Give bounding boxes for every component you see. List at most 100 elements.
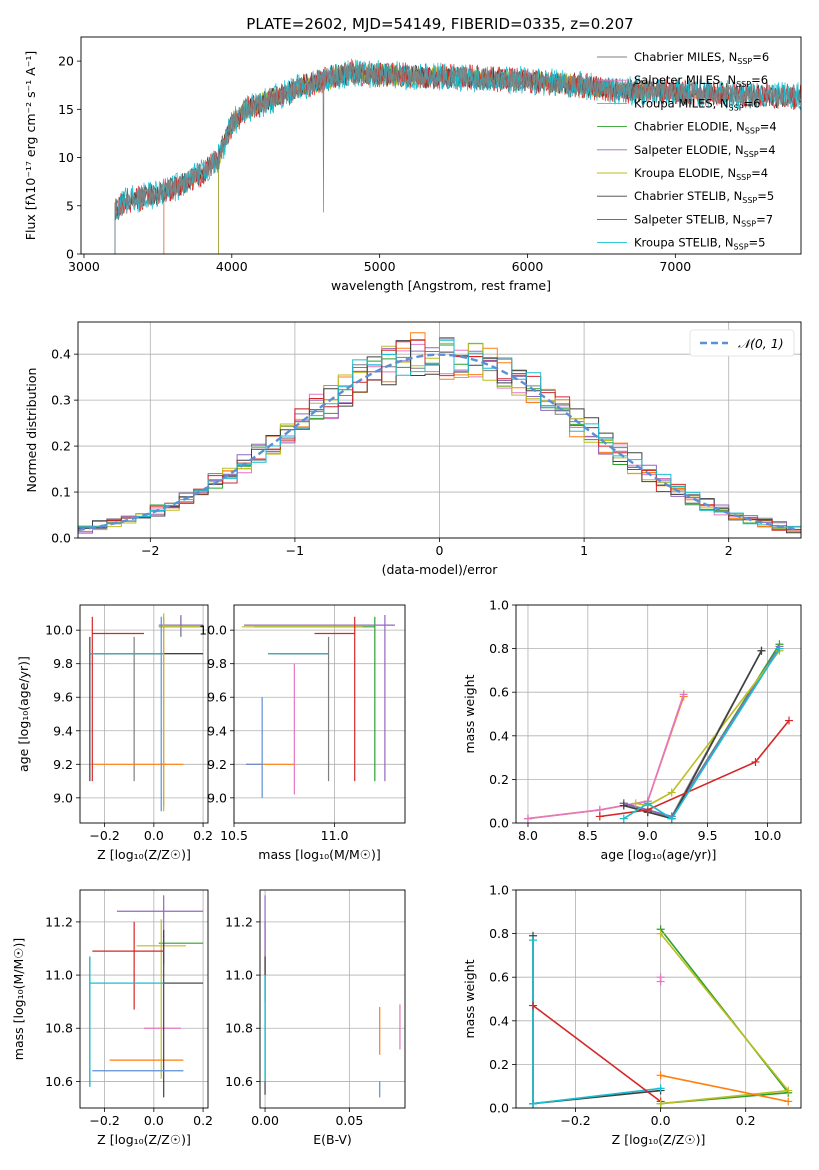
errorbar-salpeter-stelib <box>92 921 164 1010</box>
figure-title: PLATE=2602, MJD=54149, FIBERID=0335, z=0… <box>246 15 633 33</box>
y-tick-label: 0.0 <box>51 531 71 546</box>
y-tick-label: 10.8 <box>225 1021 253 1036</box>
x-tick-label: 9.0 <box>638 828 658 843</box>
errorbar-chabrier-miles <box>89 956 204 1087</box>
histogram-kroupa-stelib <box>78 339 801 529</box>
y-tick-label: 9.8 <box>207 656 227 671</box>
data-point <box>775 644 784 653</box>
x-tick-label: −0.2 <box>89 1113 119 1128</box>
weight-series-chabrier-stelib <box>529 931 665 1108</box>
weight-series-kroupa-miles <box>656 1071 793 1106</box>
data-point <box>785 716 794 725</box>
residuals-axes: −2 −1 0 1 2 0.0 0.1 0.2 0.3 0.4 (data-model)/error… <box>24 322 801 577</box>
errorbar-chabrier-stelib <box>163 929 204 1098</box>
y-tick-label: 1.0 <box>489 598 509 613</box>
spectrum-ylabel: Flux [fλ10⁻¹⁷ erg cm⁻² s⁻¹ A⁻¹] <box>23 51 38 240</box>
age_vs_Z-ylabel: age [log₁₀(age/yr)] <box>16 656 31 772</box>
weight_vs_age-axes: 8.0 8.5 9.0 9.5 10.0 0.0 0.2 0.4 0.6 0.8 1.0 age [l… <box>462 598 801 862</box>
residuals-frame <box>77 321 802 539</box>
errorbar-kroupa-stelib <box>89 956 164 1087</box>
histogram-salpeter-stelib <box>78 339 801 531</box>
data-point <box>619 801 628 810</box>
weight_vs_Z-plot-area <box>529 925 793 1108</box>
legend-label: Salpeter MILES, NSSP=6 <box>634 73 768 89</box>
x-tick-label: 0.05 <box>335 1113 363 1128</box>
errorbar-salpeter-elodie <box>116 895 204 965</box>
x-tick-label: 6000 <box>512 259 544 274</box>
legend-label: Kroupa ELODIE, NSSP=4 <box>634 166 768 182</box>
weight_vs_age-xlabel: age [log₁₀(age/yr)] <box>601 847 717 862</box>
weight_vs_Z-frame <box>515 889 802 1109</box>
y-tick-label: 0.3 <box>51 393 71 408</box>
weight-series-kroupa-stelib <box>619 644 784 823</box>
x-tick-label: −1 <box>286 543 304 558</box>
data-point <box>656 1071 665 1080</box>
y-tick-label: 9.8 <box>53 656 73 671</box>
y-tick-label: 0.6 <box>489 685 509 700</box>
data-point <box>529 1099 538 1108</box>
legend-label: 𝒩(0, 1) <box>738 336 784 351</box>
spectrum-legend: Chabrier MILES, NSSP=6 Salpeter MILES, NS… <box>597 50 777 252</box>
age_vs_Z-axes: −0.2 0.0 0.2 9.0 9.2 9.4 9.6 9.8 10.0 Z [log₁₀(Z/… <box>16 605 213 862</box>
x-tick-label: −0.2 <box>89 828 119 843</box>
x-tick-label: 9.5 <box>698 828 718 843</box>
age_vs_mass-axes: 10.5 11.0 9.0 9.2 9.4 9.6 9.8 10.0 mass [log₁₀(M… <box>199 605 405 862</box>
weight_vs_age-plot-area <box>523 640 794 823</box>
x-tick-label: 3000 <box>68 259 100 274</box>
errorbar-salpeter-stelib <box>314 616 356 782</box>
data-point <box>751 757 760 766</box>
normal-curve <box>78 353 799 532</box>
x-tick-label: 0 <box>436 543 444 558</box>
x-tick-label: 2 <box>725 543 733 558</box>
residuals-legend: 𝒩(0, 1) <box>689 329 795 357</box>
age_vs_Z-xlabel: Z [log₁₀(Z/Z☉)] <box>97 847 191 862</box>
y-tick-label: 9.0 <box>53 790 73 805</box>
y-tick-label: 20 <box>58 54 74 69</box>
y-tick-label: 0.6 <box>489 970 509 985</box>
age_vs_Z-frame <box>79 604 209 824</box>
x-tick-label: 10.5 <box>220 828 248 843</box>
errorbar-chabrier-miles <box>89 636 204 782</box>
errorbar-chabrier-elodie <box>254 616 376 782</box>
y-tick-label: 0.4 <box>51 347 71 362</box>
y-tick-label: 0 <box>66 247 74 262</box>
weight_vs_Z-ylabel: mass weight <box>462 959 477 1038</box>
y-tick-label: 0.1 <box>51 485 71 500</box>
data-point <box>656 1099 665 1108</box>
legend-label: Chabrier STELIB, NSSP=5 <box>634 189 774 205</box>
data-point <box>643 799 652 808</box>
mass_vs_Z-axes: −0.2 0.0 0.2 10.6 10.8 11.0 11.2 Z [log₁₀(Z/Z☉)… <box>11 890 213 1147</box>
y-tick-label: 9.2 <box>207 757 227 772</box>
data-point <box>619 814 628 823</box>
data-point <box>631 799 640 808</box>
weight-series-kroupa-elodie <box>656 929 793 1108</box>
legend-label: Salpeter ELODIE, NSSP=4 <box>634 143 776 159</box>
x-tick-label: 0.00 <box>251 1113 279 1128</box>
y-tick-label: 9.4 <box>207 723 227 738</box>
weight-series-salpeter-miles <box>656 973 665 986</box>
y-tick-label: 10.8 <box>45 1021 73 1036</box>
y-tick-label: 5 <box>66 198 74 213</box>
y-tick-label: 0.4 <box>489 1013 509 1028</box>
weight-series-chabrier-elodie <box>619 640 784 821</box>
residuals-ylabel: Normed distribution <box>24 368 39 493</box>
age_vs_mass-plot-area <box>242 615 395 798</box>
spectrum-axes: 3000 4000 5000 6000 7000 0 5 10 15 20 wavelength [… <box>23 51 691 293</box>
y-tick-label: 0.0 <box>489 816 509 831</box>
residuals-plot-area <box>78 332 801 534</box>
y-tick-label: 10.0 <box>199 623 227 638</box>
errorbar-salpeter-elodie <box>244 615 395 782</box>
mass_vs_ebv-plot-area <box>264 895 401 1098</box>
errorbar-kroupa-elodie <box>136 919 186 1079</box>
y-tick-label: 0.0 <box>489 1101 509 1116</box>
errorbar-salpeter-stelib <box>91 616 144 782</box>
data-point <box>523 814 532 823</box>
spectrum-plot-area <box>114 58 801 254</box>
weight_vs_age-frame <box>515 604 802 824</box>
y-tick-label: 11.0 <box>45 968 73 983</box>
data-point <box>784 1097 793 1106</box>
data-point <box>595 812 604 821</box>
x-tick-label: 10.0 <box>754 828 782 843</box>
x-tick-label: −2 <box>141 543 159 558</box>
